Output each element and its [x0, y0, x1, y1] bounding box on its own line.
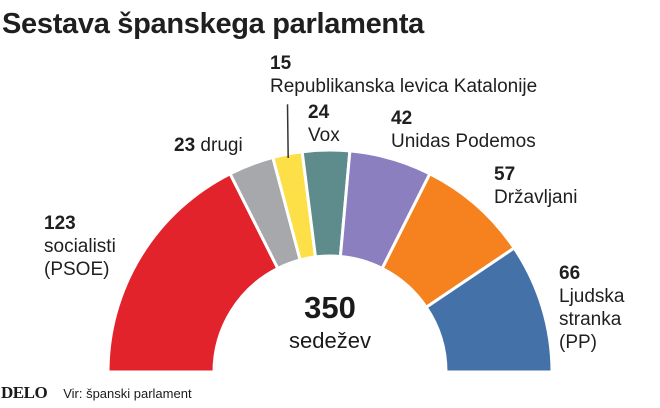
name-label-vox: Vox: [308, 125, 340, 146]
label-vox: 24 Vox: [308, 101, 340, 147]
total-seats: 350: [304, 290, 356, 325]
name-label-pp-line2: stranka: [559, 309, 622, 330]
name-label-erc: Republikanska levica Katalonije: [270, 76, 538, 97]
name-label-pp-line1: Ljudska: [559, 286, 625, 307]
footer: DELO Vir: španski parlament: [0, 382, 660, 404]
name-label-podemos: Unidas Podemos: [391, 131, 536, 152]
source-note: Vir: španski parlament: [63, 385, 192, 401]
name-label-psoe-line2: (PSOE): [44, 259, 110, 280]
label-cs: 57 Državljani: [494, 163, 577, 209]
segment-pp: [424, 245, 554, 374]
name-label-pp-line3: (PP): [559, 332, 597, 353]
segment-psoe: [106, 171, 280, 374]
value-label-cs: 57: [494, 164, 516, 185]
label-erc: 15 Republikanska levica Katalonije: [270, 52, 537, 98]
leader-lines: [286, 104, 289, 159]
chart-title: Sestava španskega parlamenta: [2, 8, 424, 40]
value-label-psoe: 123: [44, 213, 76, 234]
value-label-erc: 15: [270, 53, 292, 74]
leader-line-erc: [286, 104, 289, 159]
label-pp: 66 Ljudska stranka (PP): [559, 262, 625, 354]
label-drugi: 23 drugi: [174, 134, 243, 157]
value-label-drugi: 23: [174, 135, 196, 156]
label-podemos: 42 Unidas Podemos: [391, 107, 536, 153]
value-label-podemos: 42: [391, 108, 413, 129]
name-label-psoe-line1: socialisti: [44, 236, 116, 257]
segments: [106, 148, 554, 374]
label-psoe: 123 socialisti (PSOE): [44, 212, 116, 281]
delo-logo: DELO: [1, 383, 48, 402]
name-label-drugi: drugi: [200, 135, 243, 156]
total-seats-label: sedežev: [289, 328, 371, 353]
value-label-pp: 66: [559, 263, 581, 284]
value-label-vox: 24: [308, 102, 330, 123]
name-label-cs: Državljani: [494, 187, 578, 208]
